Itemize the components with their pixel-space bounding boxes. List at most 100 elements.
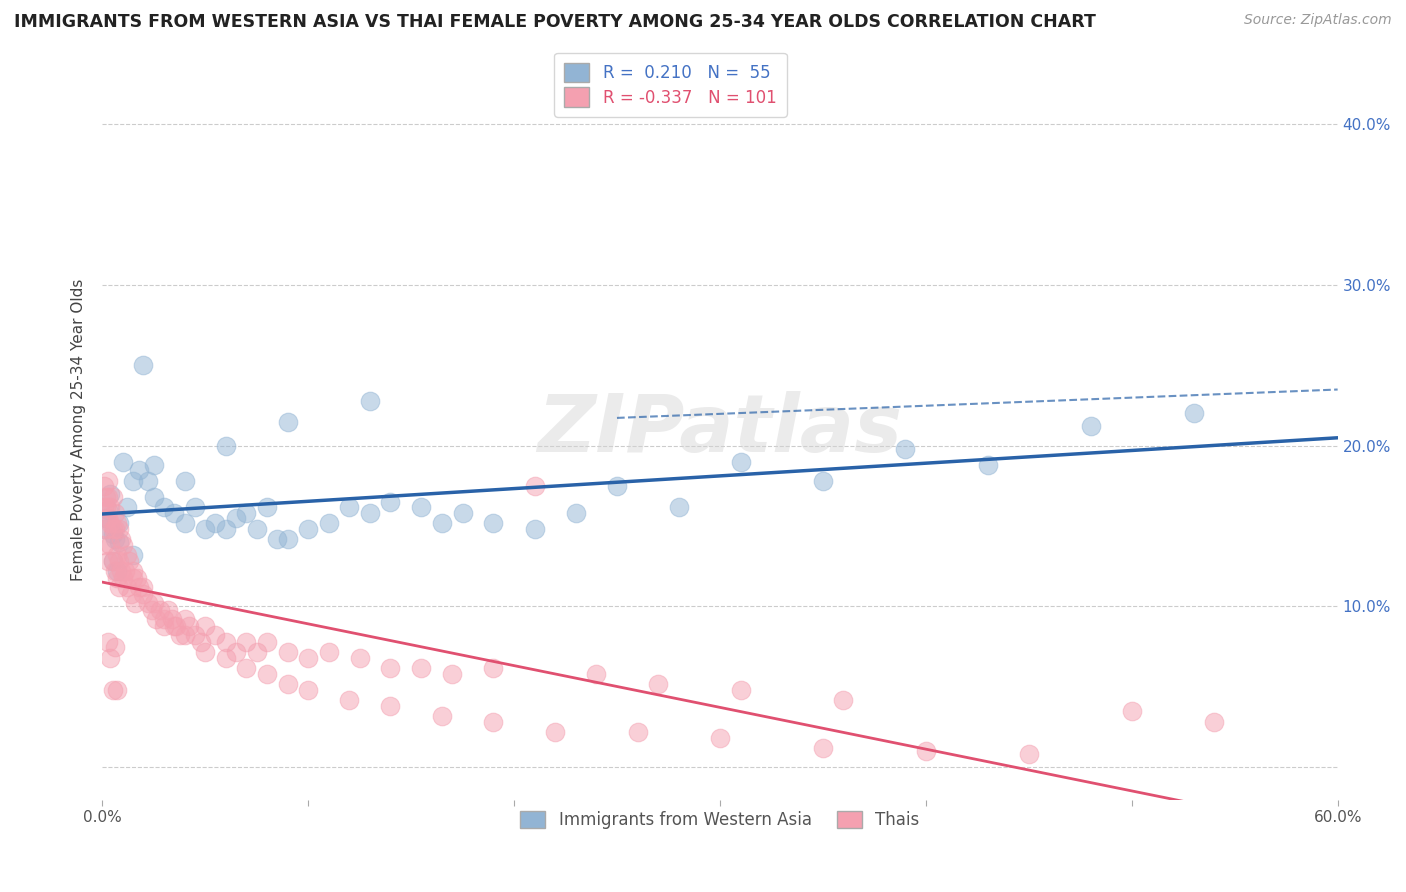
Point	[544, 725, 567, 739]
Point	[297, 522, 319, 536]
Point	[297, 683, 319, 698]
Point	[127, 570, 149, 584]
Legend: Immigrants from Western Asia, Thais: Immigrants from Western Asia, Thais	[513, 804, 927, 836]
Point	[709, 731, 731, 746]
Point	[256, 500, 278, 514]
Point	[105, 548, 128, 562]
Point	[122, 570, 145, 584]
Point	[606, 479, 628, 493]
Point	[103, 640, 125, 654]
Point	[97, 503, 120, 517]
Point	[266, 532, 288, 546]
Point	[225, 644, 247, 658]
Point	[318, 516, 340, 530]
Point	[107, 554, 129, 568]
Point	[163, 619, 186, 633]
Point	[100, 500, 122, 514]
Point	[647, 676, 669, 690]
Text: ZIPatlas: ZIPatlas	[537, 391, 903, 468]
Point	[93, 522, 115, 536]
Point	[204, 516, 226, 530]
Point	[380, 699, 402, 714]
Point	[411, 500, 433, 514]
Y-axis label: Female Poverty Among 25-34 Year Olds: Female Poverty Among 25-34 Year Olds	[72, 278, 86, 581]
Point	[585, 667, 607, 681]
Point	[93, 479, 115, 493]
Point	[120, 587, 142, 601]
Point	[110, 564, 132, 578]
Point	[215, 635, 238, 649]
Point	[97, 474, 120, 488]
Point	[105, 570, 128, 584]
Point	[451, 506, 474, 520]
Point	[96, 522, 118, 536]
Point	[136, 596, 159, 610]
Point	[832, 693, 855, 707]
Point	[103, 564, 125, 578]
Point	[914, 744, 936, 758]
Point	[194, 619, 217, 633]
Point	[157, 603, 180, 617]
Point	[93, 500, 115, 514]
Point	[101, 554, 124, 568]
Point	[430, 516, 453, 530]
Point	[103, 532, 125, 546]
Point	[100, 538, 122, 552]
Point	[153, 500, 176, 514]
Point	[153, 619, 176, 633]
Point	[142, 596, 165, 610]
Point	[276, 644, 298, 658]
Point	[96, 490, 118, 504]
Text: Source: ZipAtlas.com: Source: ZipAtlas.com	[1244, 13, 1392, 28]
Text: IMMIGRANTS FROM WESTERN ASIA VS THAI FEMALE POVERTY AMONG 25-34 YEAR OLDS CORREL: IMMIGRANTS FROM WESTERN ASIA VS THAI FEM…	[14, 13, 1095, 31]
Point	[145, 612, 167, 626]
Point	[165, 619, 187, 633]
Point	[128, 580, 150, 594]
Point	[107, 516, 129, 530]
Point	[107, 580, 129, 594]
Point	[173, 516, 195, 530]
Point	[811, 741, 834, 756]
Point	[100, 487, 122, 501]
Point	[97, 511, 120, 525]
Point	[482, 715, 505, 730]
Point	[142, 458, 165, 472]
Point	[256, 635, 278, 649]
Point	[441, 667, 464, 681]
Point	[482, 516, 505, 530]
Point	[430, 709, 453, 723]
Point	[318, 644, 340, 658]
Point	[110, 532, 132, 546]
Point	[565, 506, 588, 520]
Point	[96, 511, 118, 525]
Point	[124, 596, 146, 610]
Point	[128, 463, 150, 477]
Point	[163, 506, 186, 520]
Point	[276, 415, 298, 429]
Point	[523, 479, 546, 493]
Point	[177, 619, 200, 633]
Point	[118, 554, 141, 568]
Point	[97, 554, 120, 568]
Point	[215, 439, 238, 453]
Point	[153, 612, 176, 626]
Point	[194, 644, 217, 658]
Point	[105, 683, 128, 698]
Point	[111, 538, 134, 552]
Point	[482, 660, 505, 674]
Point	[101, 683, 124, 698]
Point	[730, 683, 752, 698]
Point	[100, 516, 122, 530]
Point	[132, 358, 155, 372]
Point	[976, 458, 998, 472]
Point	[107, 535, 129, 549]
Point	[101, 554, 124, 568]
Point	[204, 628, 226, 642]
Point	[523, 522, 546, 536]
Point	[141, 603, 163, 617]
Point	[111, 570, 134, 584]
Point	[132, 587, 155, 601]
Point	[93, 538, 115, 552]
Point	[337, 693, 360, 707]
Point	[190, 635, 212, 649]
